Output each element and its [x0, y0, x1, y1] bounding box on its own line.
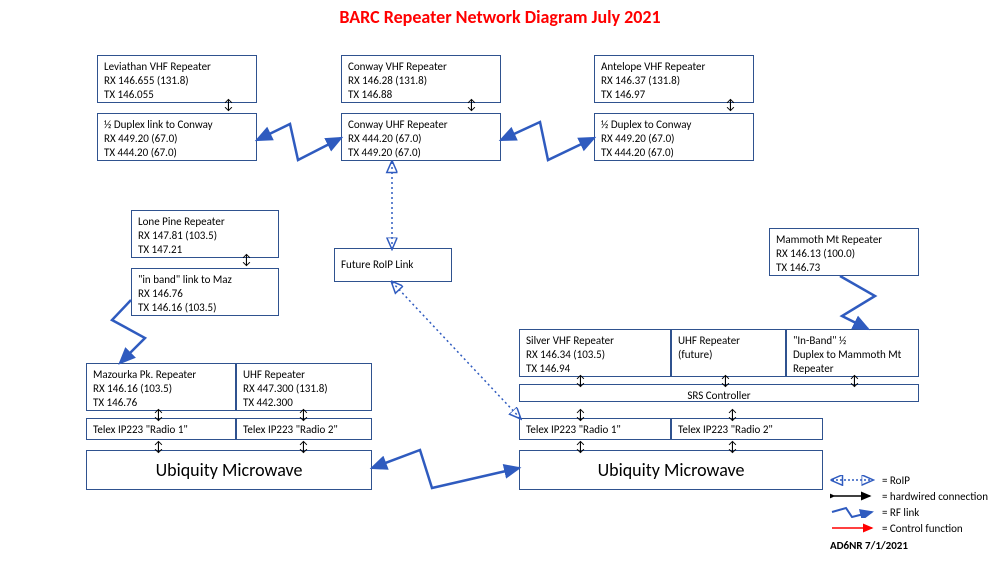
leviathan-link-box: ½ Duplex link to Conway RX 449.20 (67.0)… — [97, 113, 257, 161]
text: TX 146.94 — [526, 362, 664, 376]
ubiquity1-box: Ubiquity Microwave — [86, 450, 372, 490]
ubiquity2-box: Ubiquity Microwave — [519, 450, 823, 490]
text: RX 447.300 (131.8) — [243, 382, 365, 396]
text: RX 146.34 (103.5) — [526, 348, 664, 362]
text: "in band" link to Maz — [138, 273, 272, 287]
text: Telex IP223 "Radio 1" — [526, 423, 664, 437]
text: Mazourka Pk. Repeater — [93, 368, 229, 382]
text: = Control function — [882, 522, 963, 535]
future-roip-box: Future RoIP Link — [334, 248, 452, 282]
text: Lone Pine Repeater — [138, 215, 272, 229]
text: TX 444.20 (67.0) — [104, 146, 250, 160]
text: ½ Duplex to Conway — [601, 118, 747, 132]
updown-icon: ↕ — [153, 408, 164, 422]
silver-vhf-box: Silver VHF Repeater RX 146.34 (103.5) TX… — [519, 329, 671, 377]
updown-icon: ↕ — [223, 98, 234, 112]
antelope-link-box: ½ Duplex to Conway RX 449.20 (67.0) TX 4… — [594, 113, 754, 161]
text: TX 444.20 (67.0) — [601, 146, 747, 160]
text: Telex IP223 "Radio 2" — [678, 423, 816, 437]
updown-icon: ↕ — [727, 408, 738, 422]
silver-radio1-box: Telex IP223 "Radio 1" — [519, 418, 671, 440]
legend-rf: = RF link — [830, 505, 988, 519]
updown-icon: ↕ — [575, 408, 586, 422]
text: Leviathan VHF Repeater — [104, 60, 250, 74]
updown-icon: ↕ — [727, 440, 738, 454]
updown-icon: ↕ — [298, 408, 309, 422]
text: "In-Band" ½ — [793, 334, 912, 348]
silver-radio2-box: Telex IP223 "Radio 2" — [671, 418, 823, 440]
text: RX 146.13 (100.0) — [776, 247, 912, 261]
text: Ubiquity Microwave — [156, 459, 303, 481]
text: RX 147.81 (103.5) — [138, 229, 272, 243]
legend-hardwire: = hardwired connection — [830, 489, 988, 503]
text: RX 449.20 (67.0) — [601, 132, 747, 146]
text: TX 146.73 — [776, 261, 912, 275]
text: TX 449.20 (67.0) — [348, 146, 494, 160]
text: RX 146.28 (131.8) — [348, 74, 494, 88]
text: Silver VHF Repeater — [526, 334, 664, 348]
text: RX 146.16 (103.5) — [93, 382, 229, 396]
text: = RF link — [882, 506, 919, 519]
text: UHF Repeater — [678, 334, 779, 348]
text: UHF Repeater — [243, 368, 365, 382]
text: TX 147.21 — [138, 243, 272, 257]
maz-vhf-box: Mazourka Pk. Repeater RX 146.16 (103.5) … — [86, 363, 236, 411]
text: TX 146.16 (103.5) — [138, 301, 272, 315]
text: = hardwired connection — [882, 490, 988, 503]
conway-vhf-box: Conway VHF Repeater RX 146.28 (131.8) TX… — [341, 55, 501, 103]
signature: AD6NR 7/1/2021 — [830, 539, 988, 552]
text: Mammoth Mt Repeater — [776, 233, 912, 247]
silver-uhf-box: UHF Repeater (future) — [671, 329, 786, 377]
updown-icon: ↕ — [849, 374, 860, 388]
updown-icon: ↕ — [241, 253, 252, 267]
text: ½ Duplex link to Conway — [104, 118, 250, 132]
text: Duplex to Mammoth Mt — [793, 348, 912, 362]
control-icon — [830, 522, 876, 534]
roip-icon — [830, 474, 876, 486]
rf-icon — [830, 506, 876, 518]
updown-icon: ↕ — [725, 98, 736, 112]
page-title: BARC Repeater Network Diagram July 2021 — [0, 6, 1000, 28]
text: Conway UHF Repeater — [348, 118, 494, 132]
updown-icon: ↕ — [720, 374, 731, 388]
text: RX 444.20 (67.0) — [348, 132, 494, 146]
silver-inband-box: "In-Band" ½ Duplex to Mammoth Mt Repeate… — [786, 329, 919, 377]
maz-uhf-box: UHF Repeater RX 447.300 (131.8) TX 442.3… — [236, 363, 372, 411]
text: RX 146.655 (131.8) — [104, 74, 250, 88]
updown-icon: ↕ — [575, 440, 586, 454]
text: RX 146.76 — [138, 287, 272, 301]
updown-icon: ↕ — [298, 440, 309, 454]
updown-icon: ↕ — [466, 98, 477, 112]
updown-icon: ↕ — [575, 374, 586, 388]
text: Telex IP223 "Radio 2" — [243, 423, 365, 437]
lonepine-vhf-box: Lone Pine Repeater RX 147.81 (103.5) TX … — [131, 210, 279, 258]
text: RX 449.20 (67.0) — [104, 132, 250, 146]
hardwire-icon — [830, 490, 876, 502]
text: (future) — [678, 348, 779, 362]
text: Future RoIP Link — [341, 258, 413, 272]
lonepine-link-box: "in band" link to Maz RX 146.76 TX 146.1… — [131, 268, 279, 316]
text: RX 146.37 (131.8) — [601, 74, 747, 88]
text: Antelope VHF Repeater — [601, 60, 747, 74]
text: Conway VHF Repeater — [348, 60, 494, 74]
updown-icon: ↕ — [153, 440, 164, 454]
legend-control: = Control function — [830, 521, 988, 535]
legend: = RoIP = hardwired connection = RF link … — [830, 471, 988, 552]
text: Telex IP223 "Radio 1" — [93, 423, 229, 437]
conway-uhf-box: Conway UHF Repeater RX 444.20 (67.0) TX … — [341, 113, 501, 161]
text: Ubiquity Microwave — [598, 459, 745, 481]
legend-roip: = RoIP — [830, 473, 988, 487]
text: SRS Controller — [687, 389, 750, 403]
mammoth-box: Mammoth Mt Repeater RX 146.13 (100.0) TX… — [769, 228, 919, 276]
text: = RoIP — [882, 474, 910, 487]
